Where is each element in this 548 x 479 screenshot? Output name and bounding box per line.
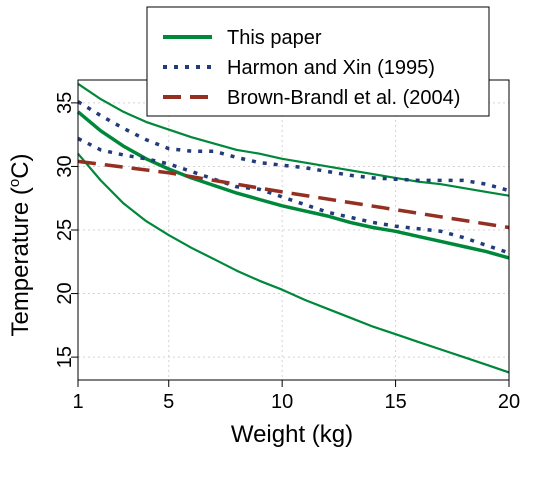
y-tick-label: 30	[54, 155, 76, 177]
x-tick-label: 20	[498, 391, 520, 413]
x-tick-label: 15	[384, 391, 406, 413]
x-tick-label: 1	[72, 391, 83, 413]
series-2-estimate-line	[77, 159, 510, 230]
y-tick-label: 15	[54, 346, 76, 368]
y-axis: 15 20 25 30 35	[54, 92, 78, 368]
legend-label: This paper	[227, 27, 322, 49]
x-tick-label: 10	[271, 391, 293, 413]
y-tick-label: 20	[54, 282, 76, 304]
x-axis: 1 5 10 15 20	[72, 380, 520, 413]
y-tick-label: 35	[54, 92, 76, 114]
plot-lines	[76, 82, 510, 374]
series-0-estimate-line	[76, 110, 510, 260]
series-0-lower-line	[77, 152, 510, 374]
series-0-upper-line	[77, 82, 510, 197]
legend-items: This paper Harmon and Xin (1995) Brown-Bra…	[163, 27, 460, 109]
y-tick-label: 25	[54, 219, 76, 241]
legend-label: Harmon and Xin (1995)	[227, 57, 435, 79]
x-tick-label: 5	[163, 391, 174, 413]
y-axis-label: Temperature (oC)	[6, 153, 34, 336]
x-axis-label: Weight (kg)	[231, 421, 353, 448]
y-axis-label-main: Temperature (	[7, 187, 34, 336]
grid	[77, 80, 510, 380]
legend: This paper Harmon and Xin (1995) Brown-Bra…	[146, 6, 490, 117]
legend-label: Brown-Brandl et al. (2004)	[227, 87, 460, 109]
y-axis-label-after: C)	[7, 153, 34, 178]
y-axis-label-sup: o	[6, 179, 23, 187]
